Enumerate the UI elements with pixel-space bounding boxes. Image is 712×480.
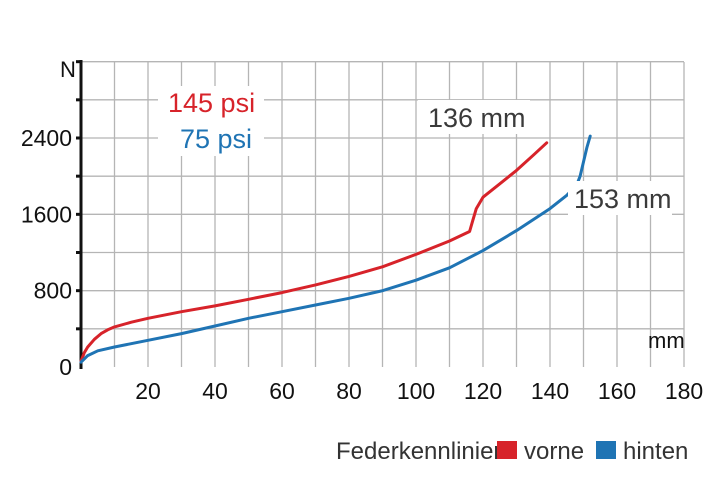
legend-label-hinten: hinten [623,438,688,465]
x-tick-label: 180 [665,378,703,404]
pressure-rear-label: 75 psi [180,124,252,154]
legend-title: Federkennlinien: [336,438,513,465]
y-tick-label: 800 [34,278,72,304]
x-tick-label: 20 [135,378,161,404]
travel-front-label: 136 mm [428,103,526,133]
tick-labels: 0 800 1600 2400 20 40 60 80 100 120 140 160 180 [21,125,703,404]
x-axis-unit: mm [648,328,685,353]
x-tick-label: 80 [336,378,362,404]
x-tick-label: 100 [397,378,435,404]
pressure-front-label: 145 psi [168,88,255,118]
x-tick-label: 120 [464,378,502,404]
x-tick-label: 40 [202,378,228,404]
x-tick-label: 160 [598,378,636,404]
legend-label-vorne: vorne [524,438,584,465]
y-tick-label: 2400 [21,125,72,151]
legend: Federkennlinien: vorne hinten [336,438,688,465]
travel-front-bg [418,100,530,134]
pressure-annotation-bg [158,86,264,156]
travel-rear-bg [568,181,672,215]
legend-swatch-hinten [596,441,616,459]
series-line-vorne [79,141,549,363]
y-tick-label: 0 [59,354,72,380]
x-tick-label: 60 [269,378,295,404]
axes [76,60,83,369]
x-tick-label: 140 [531,378,569,404]
y-axis-unit: N [60,57,76,82]
travel-rear-label: 153 mm [574,184,672,214]
y-tick-label: 1600 [21,201,72,227]
legend-swatch-vorne [497,441,517,459]
